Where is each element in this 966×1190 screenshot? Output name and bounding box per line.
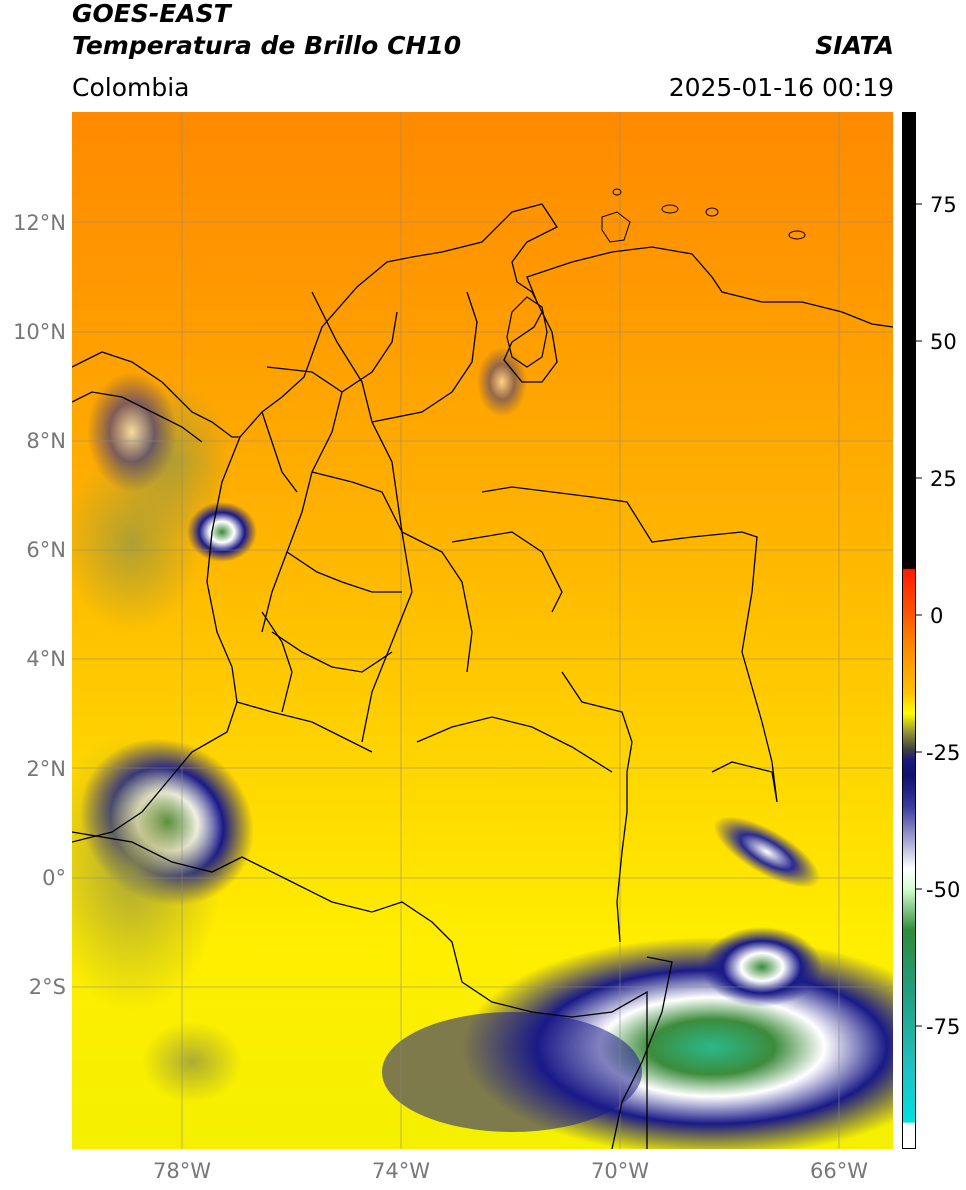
lon-label-70w: 70°W bbox=[591, 1159, 649, 1183]
cloud-cell-pacific-6n bbox=[187, 502, 257, 562]
colorbar-ticks bbox=[916, 203, 922, 1027]
lat-label-8n: 8°N bbox=[26, 429, 66, 453]
cloud-cell-panama bbox=[87, 372, 177, 492]
lon-label-74w: 74°W bbox=[372, 1159, 430, 1183]
colorbar-label-neg50: -50 bbox=[926, 878, 961, 902]
product-title: Temperatura de Brillo CH10 bbox=[72, 31, 462, 60]
lat-label-2s: 2°S bbox=[28, 975, 66, 999]
lat-label-2n: 2°N bbox=[26, 757, 66, 781]
lat-label-4n: 4°N bbox=[26, 647, 66, 671]
cloud-band-south bbox=[382, 1012, 642, 1132]
cloud-haze-pacific bbox=[72, 452, 202, 632]
timestamp-label: 2025-01-16 00:19 bbox=[668, 73, 894, 102]
colorbar-label-0: 0 bbox=[930, 604, 944, 628]
colorbar-label-50: 50 bbox=[930, 330, 957, 354]
lon-label-66w: 66°W bbox=[810, 1159, 868, 1183]
brightness-temperature-map bbox=[72, 112, 893, 1149]
country-borders bbox=[72, 203, 893, 1149]
cloud-cell-east bbox=[713, 816, 821, 888]
colorbar-label-neg75: -75 bbox=[926, 1015, 961, 1039]
lat-label-10n: 10°N bbox=[13, 320, 66, 344]
lon-label-78w: 78°W bbox=[153, 1159, 211, 1183]
satellite-title: GOES-EAST bbox=[72, 0, 231, 28]
temperature-colorbar bbox=[902, 112, 916, 1149]
lat-label-6n: 6°N bbox=[26, 538, 66, 562]
cloud-cell-se-north bbox=[702, 927, 822, 1007]
cloud-haze-ecuador bbox=[72, 732, 222, 1012]
lat-label-0: 0° bbox=[42, 866, 66, 890]
cloud-cell-maracaibo bbox=[477, 347, 527, 417]
lat-label-12n: 12°N bbox=[13, 211, 66, 235]
brand-label: SIATA bbox=[815, 31, 894, 60]
lake-maracaibo bbox=[506, 296, 548, 368]
colorbar-label-neg25: -25 bbox=[926, 741, 961, 765]
cloud-haze-south-west bbox=[142, 1022, 242, 1102]
region-label: Colombia bbox=[72, 73, 190, 102]
gridlines bbox=[72, 112, 893, 1149]
colorbar-label-25: 25 bbox=[930, 467, 957, 491]
caribbean-islands bbox=[601, 188, 806, 243]
colorbar-label-75: 75 bbox=[930, 193, 957, 217]
